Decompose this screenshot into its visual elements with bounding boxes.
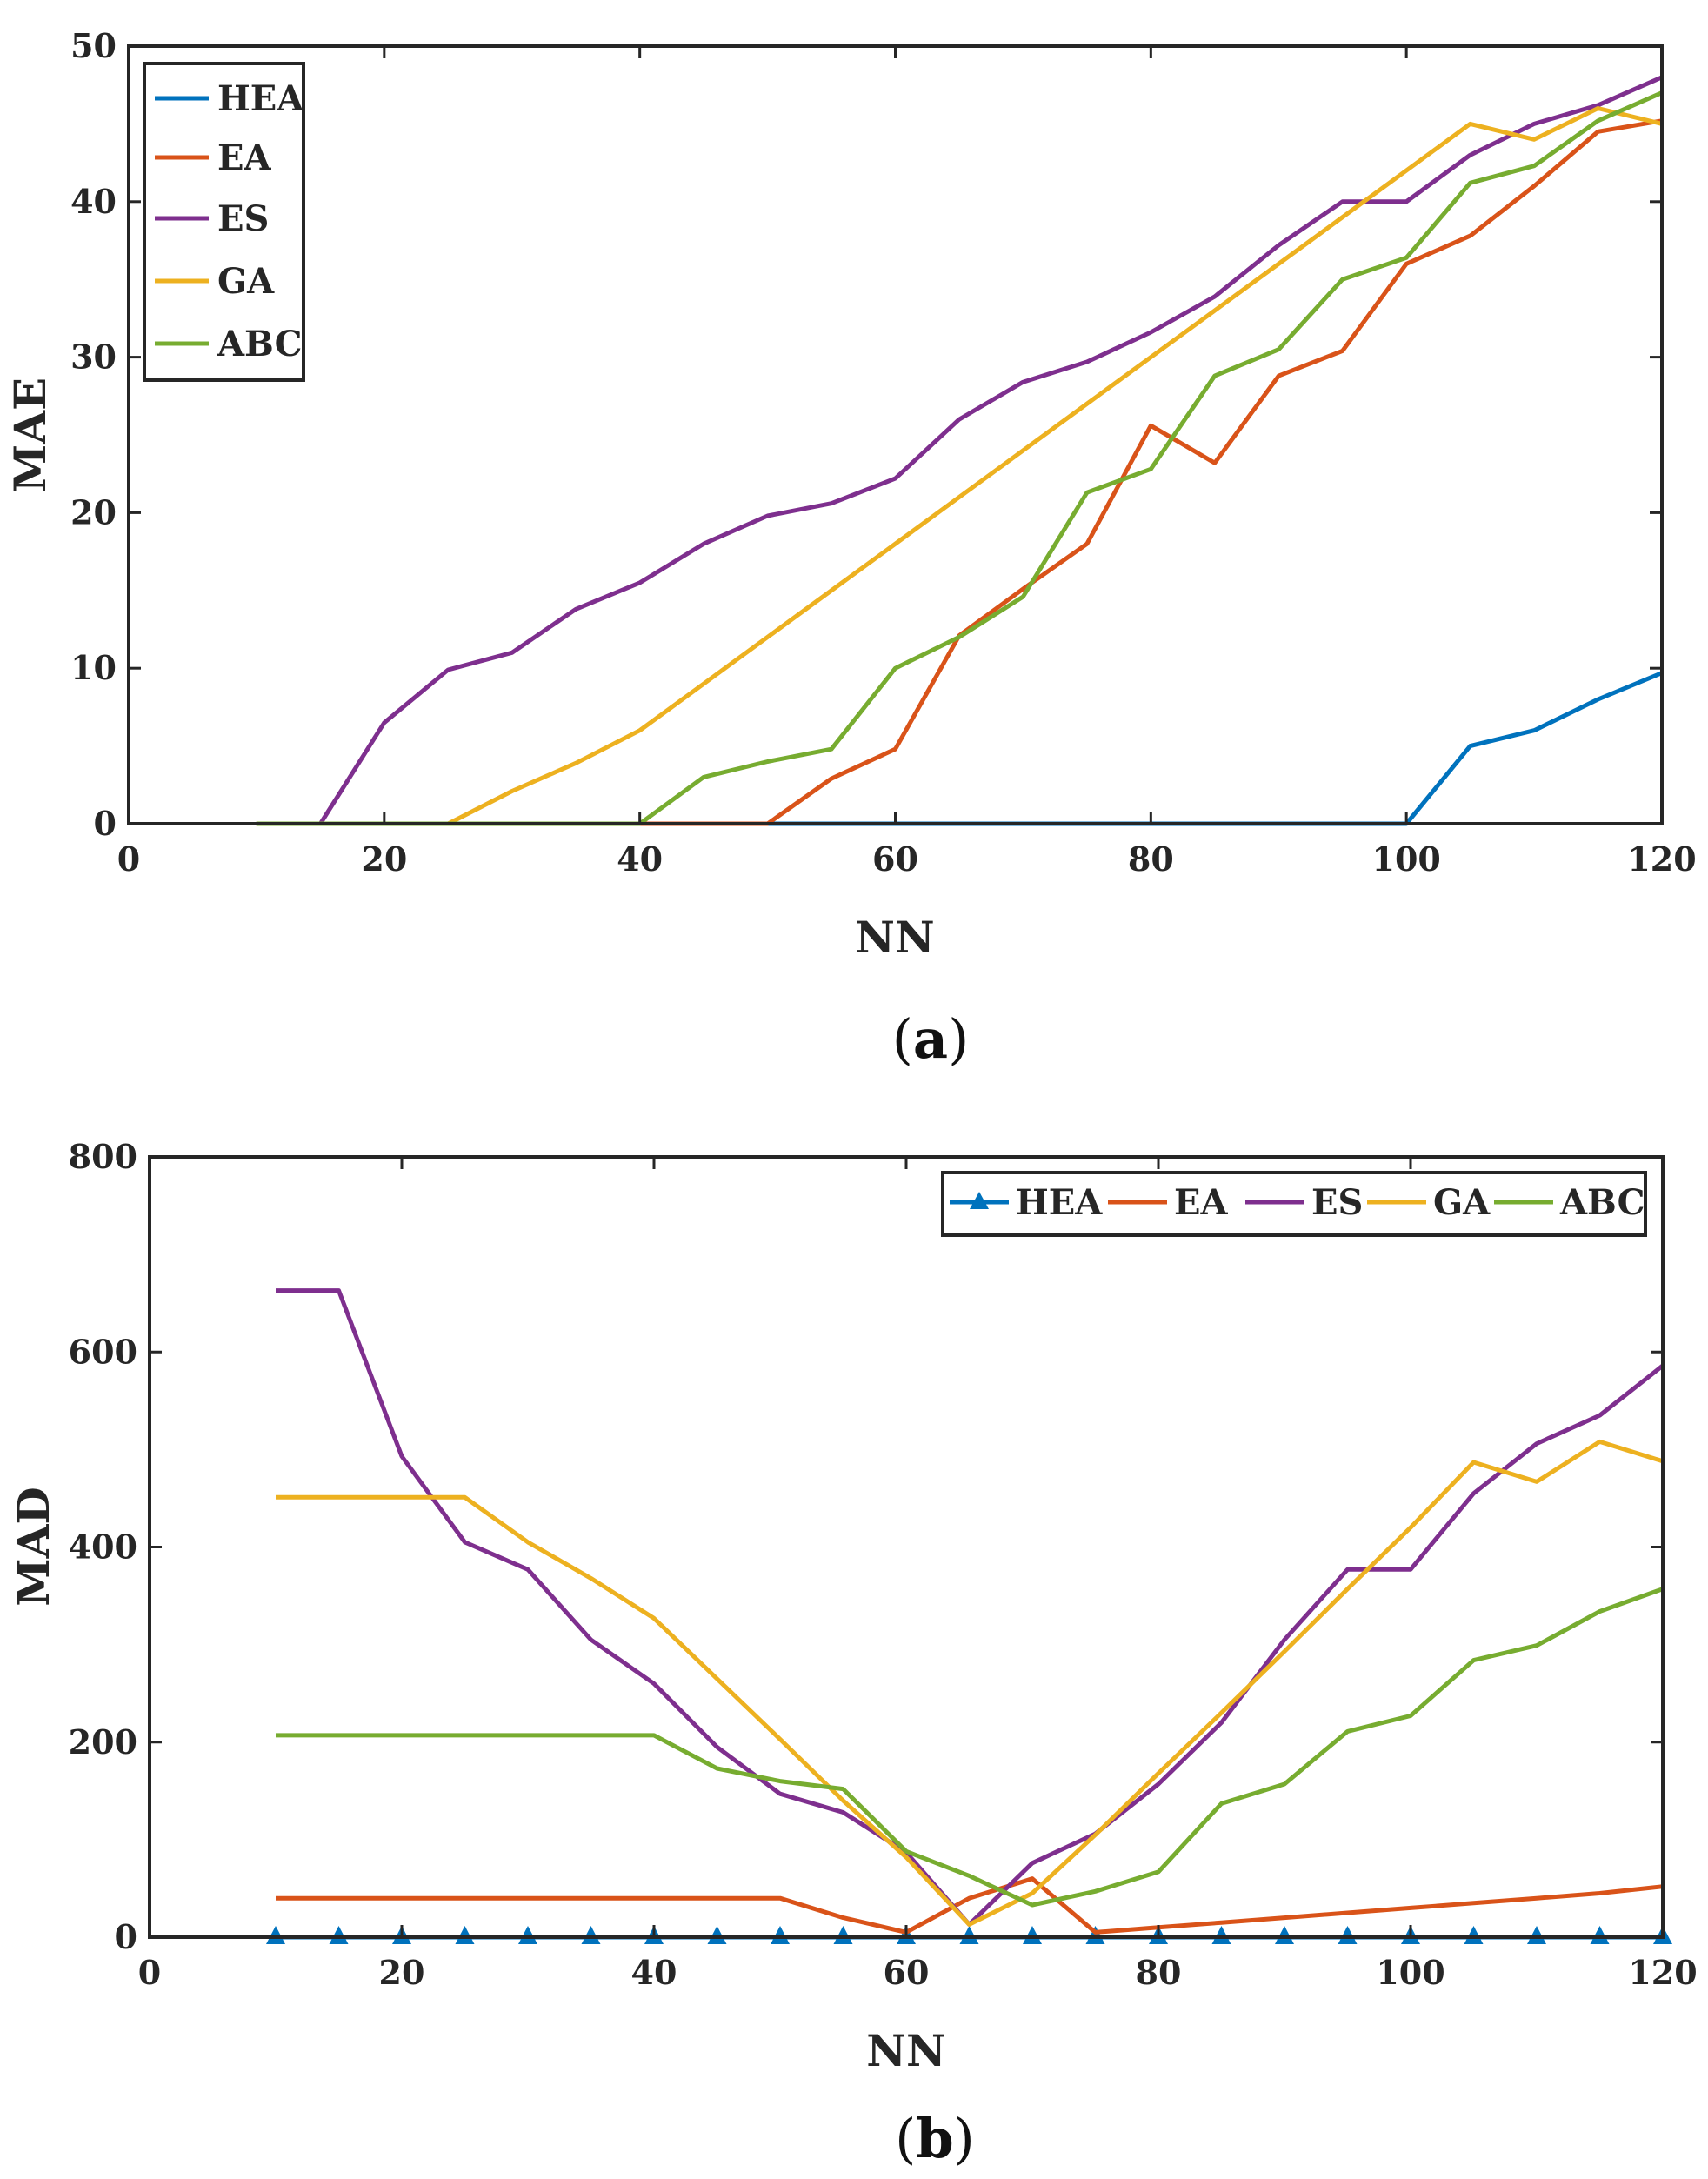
legend-b-ga-label: GA [1433,1182,1491,1223]
panel-a-ylabel: MAE [4,378,56,492]
legend-a-ga-label: GA [217,261,275,302]
panel-b-legend: HEA EA ES GA ABC [941,1171,1647,1237]
series-ea-line [276,1876,1664,1935]
series-hea-marker [1338,1926,1358,1944]
legend-b-hea-label: HEA [1016,1182,1103,1223]
series-abc-line [256,90,1664,826]
y-tick-label: 600 [69,1332,137,1371]
series-hea-marker [329,1926,349,1944]
series-hea-marker [1211,1926,1231,1944]
panel-b-ylabel: MAD [8,1487,59,1607]
legend-a-hea-label: HEA [217,78,304,119]
y-tick-label: 50 [70,26,117,65]
y-tick-label: 400 [69,1527,137,1567]
series-hea-line [256,671,1663,826]
panel-a-caption-letter: a [913,1007,948,1071]
x-tick-label: 100 [1372,839,1441,879]
series-hea-marker [1590,1926,1610,1944]
series-hea-marker [1023,1926,1042,1944]
series-hea-marker [771,1926,790,1944]
series-hea-marker [1085,1926,1105,1944]
series-ea-line [256,118,1663,826]
series-abc-line [276,1587,1664,1908]
panel-a-axes-box [127,44,1664,825]
panel-b-ticks: 0 20 40 60 80 100 120 0 200 400 600 800 [69,1137,1698,1992]
panel-a-series [256,75,1664,826]
series-ga-line [276,1439,1664,1927]
x-tick-label: 40 [617,839,663,879]
panel-a-caption-close: ) [948,1007,969,1071]
x-tick-label: 0 [138,1953,161,1992]
panel-a-legend: HEA EA ES GA ABC [143,62,305,382]
series-ga-line [256,106,1663,826]
y-tick-label: 0 [115,1917,137,1956]
x-tick-label: 40 [631,1953,677,1992]
panel-b-caption-letter: b [916,2107,953,2170]
y-tick-label: 20 [70,492,117,531]
x-tick-label: 20 [379,1953,425,1992]
x-tick-label: 120 [1627,839,1696,879]
panel-b-axes-box [148,1155,1665,1939]
panel-b-xlabel: NN [866,2025,945,2076]
series-hea-marker [1527,1926,1546,1944]
legend-b-ea-label: EA [1174,1182,1228,1223]
y-tick-label: 10 [70,648,117,687]
legend-b-es-label: ES [1311,1182,1363,1223]
y-tick-label: 30 [70,338,117,377]
x-tick-label: 60 [872,839,918,879]
panel-a-ticks: 0 20 40 60 80 100 120 0 10 20 30 40 50 [70,26,1697,879]
legend-a-es-label: ES [217,198,269,239]
panel-a-caption-open: ( [892,1007,913,1071]
x-tick-label: 80 [1136,1953,1182,1992]
x-tick-label: 0 [117,839,140,879]
series-hea-marker [707,1926,727,1944]
legend-a-abc-label: ABC [217,324,302,364]
panel-a-legend-box [143,62,305,382]
panel-b: 0 20 40 60 80 100 120 0 200 400 600 800 NN MAD HEA … [8,1137,1698,2170]
y-tick-label: 0 [94,804,117,843]
y-tick-label: 800 [69,1137,137,1176]
x-tick-label: 60 [884,1953,930,1992]
series-es-line [276,1288,1665,1927]
legend-a-ea-label: EA [217,137,271,178]
series-es-line [256,75,1664,826]
panel-b-caption: (b) [895,2107,975,2170]
series-hea-marker [833,1926,853,1944]
series-hea-marker [959,1926,979,1944]
series-hea-marker [581,1926,601,1944]
series-hea-marker [266,1926,285,1944]
x-tick-label: 20 [361,839,407,879]
x-tick-label: 100 [1376,1953,1444,1992]
y-tick-label: 200 [69,1722,137,1761]
legend-b-abc-label: ABC [1559,1182,1645,1223]
panel-a-xlabel: NN [855,912,934,963]
series-hea-marker [1275,1926,1294,1944]
panel-a-caption: (a) [892,1007,970,1071]
panel-b-series [266,1288,1672,1944]
panel-b-caption-open: ( [895,2107,916,2170]
y-tick-label: 40 [70,182,117,221]
x-tick-label: 80 [1128,839,1174,879]
series-hea-marker [518,1926,537,1944]
x-tick-label: 120 [1628,1953,1697,1992]
panel-b-caption-close: ) [954,2107,975,2170]
series-hea-marker [1464,1926,1484,1944]
series-hea-marker [455,1926,475,1944]
legend-b-hea-marker [970,1192,989,1209]
panel-a: 0 20 40 60 80 100 120 0 10 20 30 40 50 NN MAE HEA EA… [4,26,1697,1071]
